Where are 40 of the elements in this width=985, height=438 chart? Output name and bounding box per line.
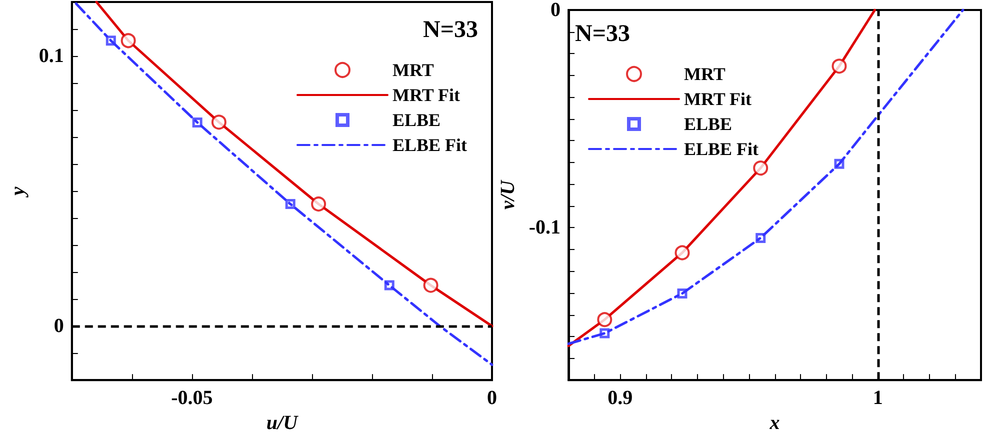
legend-label: ELBE Fit: [684, 139, 759, 159]
point: [597, 312, 612, 328]
legend-label: ELBE: [392, 110, 441, 130]
y-axis-title: v/U: [497, 179, 519, 210]
y-tick-label: 0.1: [38, 45, 64, 68]
x-tick-label: 0: [487, 387, 497, 410]
point: [600, 328, 610, 338]
line-series: [95, 0, 494, 328]
point: [120, 33, 136, 48]
legend-label: MRT Fit: [684, 89, 752, 109]
annotation: N=33: [575, 21, 630, 47]
line-series: [567, 8, 964, 345]
line-series: [74, 2, 494, 366]
point: [832, 58, 847, 74]
point: [423, 278, 438, 293]
point: [106, 36, 116, 46]
y-tick-label: -0.1: [528, 216, 561, 239]
point: [677, 288, 688, 298]
legend-label: ELBE: [684, 114, 732, 134]
x-axis-title: u/U: [266, 412, 300, 434]
point: [753, 160, 768, 176]
legend-label: MRT: [684, 64, 726, 84]
x-tick-label: 0.9: [608, 387, 633, 410]
point: [192, 117, 202, 128]
point: [674, 245, 690, 260]
point: [211, 114, 226, 130]
annotation: N=33: [422, 17, 478, 43]
point: [834, 158, 844, 169]
point: [285, 199, 296, 210]
point: [384, 280, 394, 290]
legend-label: MRT: [392, 60, 434, 80]
x-tick-label: 1: [872, 387, 883, 410]
point: [756, 232, 766, 243]
point: [311, 196, 326, 212]
legend-label: MRT Fit: [392, 85, 460, 105]
x-axis-title: x: [768, 412, 780, 434]
x-tick-label: -0.05: [171, 387, 213, 410]
line-series: [567, 8, 876, 348]
y-axis-title: y: [7, 186, 29, 198]
legend-label: ELBE Fit: [392, 135, 468, 155]
